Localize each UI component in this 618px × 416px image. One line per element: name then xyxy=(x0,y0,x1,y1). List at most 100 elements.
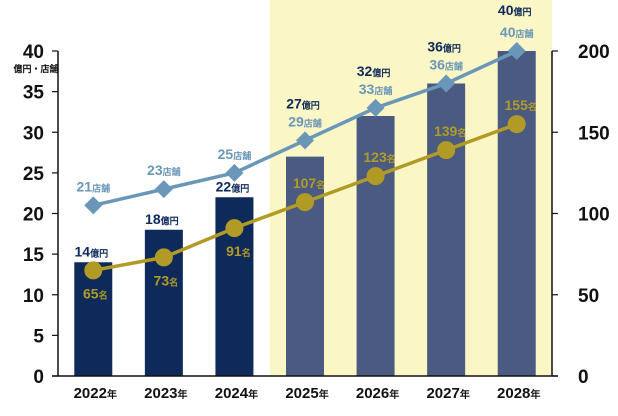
staff-value: 123 xyxy=(363,149,387,165)
data-labels: 14億円21店舗65名18億円23店舗73名22億円25店舗91名27億円29店… xyxy=(74,2,536,301)
revenue-value: 14 xyxy=(74,243,90,259)
revenue-unit: 億円 xyxy=(90,247,108,258)
stores-label-2024: 25店舗 xyxy=(218,146,252,162)
x-tick-year: 2025 xyxy=(285,385,318,402)
staff-label-2026: 123名 xyxy=(363,149,395,165)
revenue-label-2022: 14億円 xyxy=(74,243,108,259)
stores-label-2025: 29店舗 xyxy=(288,113,322,129)
revenue-label-2025: 27億円 xyxy=(286,95,320,111)
stores-value: 23 xyxy=(147,162,163,178)
staff-unit: 名 xyxy=(387,153,396,164)
y-left-tick-label-30: 30 xyxy=(23,123,44,144)
staff-marker-2025 xyxy=(296,193,314,212)
x-tick-label-2023: 2023年 xyxy=(144,385,187,402)
stores-marker-2023 xyxy=(154,180,173,199)
stores-marker-2025 xyxy=(296,131,314,150)
staff-label-2025: 107名 xyxy=(293,175,325,191)
staff-marker-2022 xyxy=(84,261,103,280)
x-tick-suffix: 年 xyxy=(248,388,258,401)
staff-unit: 名 xyxy=(99,289,108,300)
x-tick-label-2027: 2027年 xyxy=(426,385,469,402)
stores-value: 33 xyxy=(359,81,375,97)
y-axis-unit-label: 億円・店舗 xyxy=(13,63,58,74)
staff-unit: 名 xyxy=(316,179,325,190)
staff-value: 65 xyxy=(83,285,99,301)
stores-unit: 店舗 xyxy=(92,182,110,193)
staff-marker-2023 xyxy=(154,248,173,267)
stores-label-2026: 33店舗 xyxy=(359,81,393,97)
x-tick-label-2026: 2026年 xyxy=(356,385,399,402)
stores-unit: 店舗 xyxy=(515,28,533,39)
stores-label-2022: 21店舗 xyxy=(76,178,110,194)
staff-value: 155 xyxy=(505,97,529,113)
stores-unit: 店舗 xyxy=(374,85,392,96)
stores-value: 40 xyxy=(500,24,516,40)
revenue-label-2023: 18億円 xyxy=(145,211,179,227)
y-right-tick-label-100: 100 xyxy=(578,205,610,226)
y-left-tick-label-10: 10 xyxy=(23,286,44,307)
bar-2022 xyxy=(74,262,113,376)
x-tick-suffix: 年 xyxy=(530,388,540,401)
stores-label-2027: 36店舗 xyxy=(429,57,463,73)
staff-label-2023: 73名 xyxy=(154,272,179,288)
stores-marker-2027 xyxy=(437,74,456,93)
staff-unit: 名 xyxy=(457,127,466,138)
revenue-unit: 億円 xyxy=(372,67,390,78)
y-right-tick-label-150: 150 xyxy=(578,123,610,144)
x-tick-label-2025: 2025年 xyxy=(285,385,328,402)
stores-marker-2026 xyxy=(366,98,385,117)
staff-label-2028: 155名 xyxy=(505,97,537,113)
revenue-unit: 億円 xyxy=(161,215,179,226)
revenue-value: 36 xyxy=(427,39,443,55)
staff-marker-2024 xyxy=(225,219,244,238)
staff-value: 139 xyxy=(434,123,458,139)
revenue-unit: 億円 xyxy=(231,182,249,193)
staff-label-2024: 91名 xyxy=(226,243,251,259)
y-left-tick-label-0: 0 xyxy=(33,367,44,388)
x-tick-label-2022: 2022年 xyxy=(74,385,117,402)
staff-value: 91 xyxy=(226,243,242,259)
x-tick-suffix: 年 xyxy=(389,388,399,401)
x-tick-year: 2022 xyxy=(74,385,107,402)
bar-2026 xyxy=(356,116,395,376)
staff-marker-2028 xyxy=(507,115,526,134)
x-tick-year: 2027 xyxy=(426,385,459,402)
y-left-tick-label-25: 25 xyxy=(23,164,45,185)
x-tick-suffix: 年 xyxy=(178,388,188,401)
revenue-value: 32 xyxy=(357,63,373,79)
staff-label-2027: 139名 xyxy=(434,123,466,139)
y-right-tick-label-50: 50 xyxy=(578,286,599,307)
stores-value: 29 xyxy=(288,113,304,129)
staff-unit: 名 xyxy=(169,276,178,287)
bar-2027 xyxy=(427,83,466,376)
staff-value: 107 xyxy=(293,175,317,191)
x-tick-label-2028: 2028年 xyxy=(497,385,540,402)
x-tick-suffix: 年 xyxy=(319,388,329,401)
stores-unit: 店舗 xyxy=(233,150,251,161)
staff-unit: 名 xyxy=(528,101,537,112)
stores-value: 36 xyxy=(429,57,445,73)
staff-label-2022: 65名 xyxy=(83,285,108,301)
revenue-label-2026: 32億円 xyxy=(357,63,391,79)
staff-marker-2027 xyxy=(437,141,456,160)
y-left-tick-label-35: 35 xyxy=(23,83,45,104)
revenue-label-2028: 40億円 xyxy=(498,2,532,18)
bar-2028 xyxy=(497,51,536,376)
series-lines xyxy=(84,42,526,280)
x-tick-label-2024: 2024年 xyxy=(215,385,258,402)
stores-unit: 店舗 xyxy=(445,61,463,72)
stores-label-2028: 40店舗 xyxy=(500,24,534,40)
y-left-tick-label-5: 5 xyxy=(33,326,44,347)
y-right-tick-label-200: 200 xyxy=(578,42,610,63)
staff-unit: 名 xyxy=(242,247,251,258)
revenue-unit: 億円 xyxy=(443,43,461,54)
revenue-value: 27 xyxy=(286,95,302,111)
stores-marker-2022 xyxy=(84,196,103,215)
revenue-value: 40 xyxy=(498,2,514,18)
x-tick-year: 2028 xyxy=(497,385,530,402)
revenue-label-2024: 22億円 xyxy=(216,178,250,194)
x-tick-suffix: 年 xyxy=(107,388,117,401)
y-left-tick-label-20: 20 xyxy=(23,205,44,226)
